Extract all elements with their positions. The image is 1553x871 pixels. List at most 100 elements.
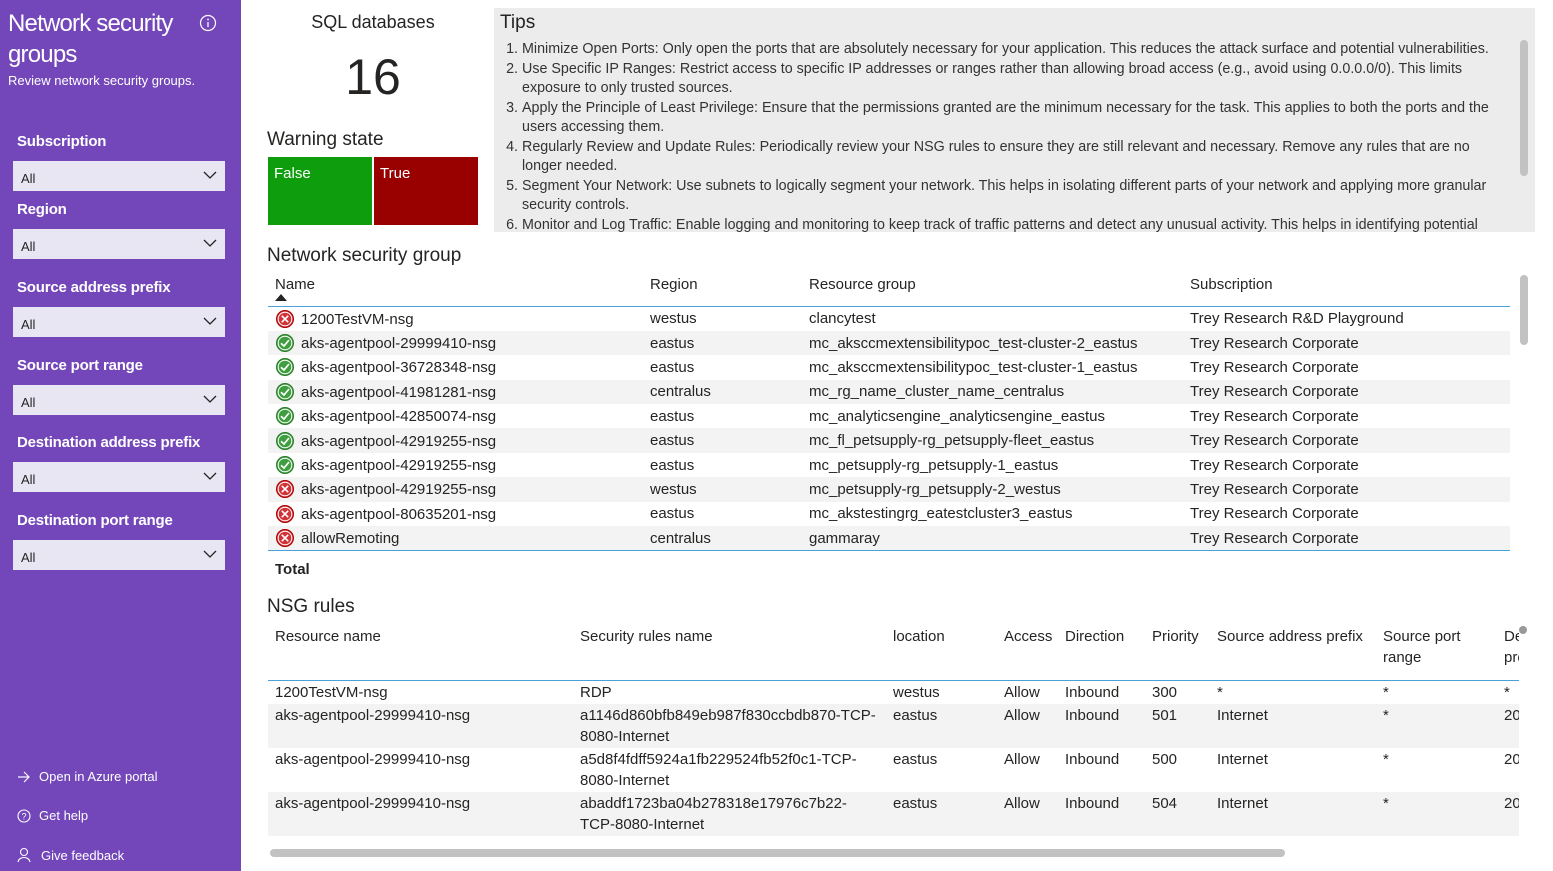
cell-text: aks-agentpool-80635201-nsg (301, 505, 497, 523)
cell-text: clancytest (809, 310, 876, 328)
dropdown[interactable]: All (13, 307, 225, 337)
rule-row[interactable]: 1200TestVM-nsg RDP westus Allow Inbound 300 * *… (268, 680, 1519, 704)
rule-row[interactable]: aks-agentpool-29999410-nsg a1146d860bfb84… (268, 703, 1519, 748)
tips-list: Minimize Open Ports: Only open the ports… (494, 40, 1512, 232)
cell-text: mc_aksccmextensibilitypoc_test-cluster-2… (809, 334, 1138, 352)
rule-cell: 300 (1152, 683, 1178, 701)
column-header[interactable]: Direction (1065, 628, 1125, 645)
cell-text: mc_rg_name_cluster_name_centralus (809, 383, 1065, 401)
column-header[interactable]: Region (643, 270, 802, 306)
info-icon[interactable] (199, 14, 217, 32)
column-header[interactable]: Source address prefix (1217, 628, 1363, 645)
column-header[interactable]: Access (1004, 628, 1053, 645)
filter-label: Source port range (17, 357, 143, 374)
rule-cell: * (1504, 683, 1510, 701)
dropdown-value: All (21, 171, 36, 186)
nsg-cell: Trey Research R&D Playground (1183, 306, 1510, 331)
dropdown[interactable]: All (13, 540, 225, 570)
column-header[interactable]: Source port range (1383, 628, 1461, 666)
cell-text: Trey Research Corporate (1190, 480, 1359, 498)
warning-label: False (274, 165, 311, 182)
column-header[interactable]: Name (268, 270, 643, 306)
dropdown[interactable]: All (13, 462, 225, 492)
status-icon (275, 456, 301, 475)
nsg-cell: mc_aksccmextensibilitypoc_test-cluster-2… (802, 330, 1183, 356)
dropdown-value: All (21, 317, 36, 332)
rule-row[interactable]: aks-agentpool-29999410-nsg a5d8f4fdff5924… (268, 748, 1519, 792)
column-header[interactable]: Subscription (1183, 270, 1510, 306)
nsg-cell: Trey Research Corporate (1183, 526, 1510, 551)
tile-title: SQL databases (311, 12, 435, 32)
rule-cell: a5d8f4fdff5924a1fb229524fb52f0c1-TCP-808… (580, 750, 857, 789)
nsg-row[interactable]: aks-agentpool-41981281-nsg centralus mc_rg… (268, 379, 1510, 405)
filter-label: Destination address prefix (17, 434, 201, 451)
column-header[interactable]: Priority (1152, 628, 1199, 645)
cell-text: eastus (650, 432, 695, 450)
column-header[interactable]: Destination prefix (1504, 628, 1519, 666)
rule-cell: 20 (1504, 750, 1519, 768)
status-icon (275, 529, 301, 548)
rule-row[interactable]: aks-agentpool-29999410-nsg abaddf1723ba04… (268, 791, 1519, 836)
rule-cell: a1146d860bfb849eb987f830ccbdb870-TCP-808… (573, 703, 886, 748)
dropdown[interactable]: All (13, 385, 225, 415)
nsg-row[interactable]: aks-agentpool-42919255-nsg eastus mc_petsu… (268, 453, 1510, 477)
rule-cell: Internet (1210, 703, 1376, 748)
nsg-row[interactable]: aks-agentpool-36728348-nsg eastus mc_akscc… (268, 355, 1510, 379)
cell-text: Trey Research Corporate (1190, 432, 1359, 450)
nsg-row[interactable]: aks-agentpool-29999410-nsg eastus mc_akscc… (268, 330, 1510, 356)
rule-cell: eastus (886, 703, 997, 748)
cell-text: mc_aksccmextensibilitypoc_test-cluster-1… (809, 358, 1138, 376)
status-icon (275, 480, 301, 499)
cell-text: eastus (650, 407, 695, 425)
nsg-row[interactable]: allowRemoting centralus gammaray Trey Resea… (268, 526, 1510, 551)
nsg-cell: aks-agentpool-80635201-nsg (268, 502, 643, 526)
cell-text: aks-agentpool-42919255-nsg (301, 481, 497, 499)
column-header[interactable]: location (893, 628, 945, 645)
rule-cell: Allow (1004, 683, 1040, 701)
column-header[interactable]: Resource group (802, 270, 1183, 306)
scrollbar[interactable] (1520, 275, 1528, 345)
cell-text: Trey Research Corporate (1190, 456, 1359, 474)
cell-text: Trey Research Corporate (1190, 334, 1359, 352)
nsg-cell: Trey Research Corporate (1183, 404, 1510, 428)
nsg-row[interactable]: 1200TestVM-nsg westus clancytest Trey Resea… (268, 306, 1510, 331)
tip: Regularly Review and Update Rules: Perio… (522, 138, 1512, 177)
rule-cell: RDP (580, 683, 612, 701)
rules-title: NSG rules (267, 596, 355, 617)
column-header[interactable]: Resource name (275, 628, 381, 645)
rule-cell: 1200TestVM-nsg (275, 683, 388, 701)
filter-label: Source address prefix (17, 279, 171, 296)
status-icon (275, 407, 301, 426)
header-text: Name (275, 276, 316, 293)
nsg-row[interactable]: aks-agentpool-80635201-nsg eastus mc_akste… (268, 502, 1510, 526)
cell-text: eastus (650, 456, 695, 474)
rules-viewport: Resource name Security rules name location… (268, 620, 1519, 848)
cell-text: gammaray (809, 529, 880, 547)
nsg-cell: Trey Research Corporate (1183, 477, 1510, 502)
cell-text: centralus (650, 383, 711, 401)
dropdown-value: All (21, 550, 36, 565)
scrollbar[interactable] (1520, 40, 1528, 176)
cell-text: Trey Research Corporate (1190, 505, 1359, 523)
cell-text: aks-agentpool-42919255-nsg (301, 457, 497, 475)
link-text: Give feedback (41, 847, 125, 863)
dropdown[interactable]: All (13, 161, 225, 191)
nsg-row[interactable]: aks-agentpool-42919255-nsg eastus mc_fl_pe… (268, 428, 1510, 453)
dropdown[interactable]: All (13, 229, 225, 259)
cell-text: westus (650, 480, 697, 498)
sidebar-link[interactable]: Give feedback (17, 847, 124, 863)
status-icon (275, 504, 301, 523)
nsg-cell: aks-agentpool-42919255-nsg (268, 428, 643, 453)
nsg-row[interactable]: aks-agentpool-42850074-nsg eastus mc_analy… (268, 404, 1510, 428)
cell-text: eastus (650, 505, 695, 523)
nsg-cell: eastus (643, 330, 802, 356)
column-header[interactable]: Security rules name (580, 628, 713, 645)
scrollbar[interactable] (270, 849, 1285, 857)
nsg-row[interactable]: aks-agentpool-42919255-nsg westus mc_petsu… (268, 477, 1510, 502)
rule-cell: Internet (1210, 791, 1376, 836)
filter-label: Destination port range (17, 512, 173, 529)
filter-label: Region (17, 201, 67, 218)
sidebar-link[interactable]: Open in Azure portal (17, 769, 158, 784)
sidebar-link[interactable]: ? Get help (17, 808, 88, 823)
